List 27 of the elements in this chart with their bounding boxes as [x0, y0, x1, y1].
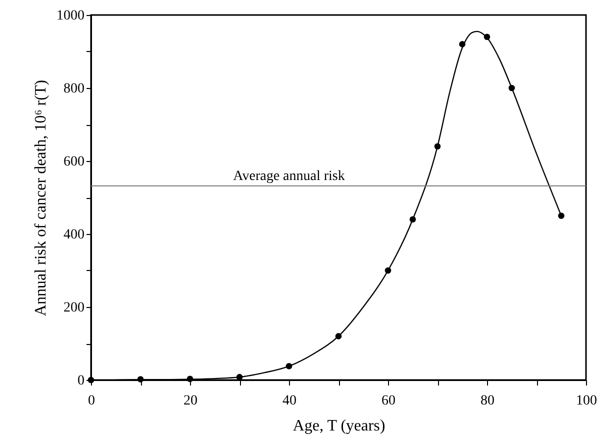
point [286, 362, 292, 370]
point [508, 84, 515, 92]
x-tick-label: 100 [576, 394, 597, 408]
x-tick-label: 40 [282, 394, 296, 408]
point [137, 376, 144, 382]
ref-line-label: Average annual risk [233, 168, 345, 184]
y-tick-label: 800 [64, 82, 84, 96]
x-tick-label: 20 [184, 394, 198, 408]
y-axis-title: Annual risk of cancer death, 10⁶ r(T) [32, 80, 50, 316]
x-tick-label: 0 [88, 394, 95, 408]
y-tick-label: 200 [64, 300, 84, 316]
x-axis-title: Age, T (years) [292, 418, 386, 434]
y-tick-label: 0 [78, 374, 84, 388]
x-tick-label: 60 [382, 394, 396, 408]
point [459, 41, 466, 48]
point [434, 143, 441, 150]
point [484, 34, 490, 40]
point [335, 333, 342, 340]
point [410, 216, 416, 223]
point [384, 267, 392, 274]
x-tick-label: 80 [480, 394, 494, 408]
point [236, 374, 243, 380]
y-tick-label: 1000 [56, 8, 84, 24]
y-tick-label: 600 [64, 154, 84, 170]
point [186, 376, 194, 382]
point [558, 212, 564, 219]
y-tick-label: 400 [64, 228, 84, 242]
